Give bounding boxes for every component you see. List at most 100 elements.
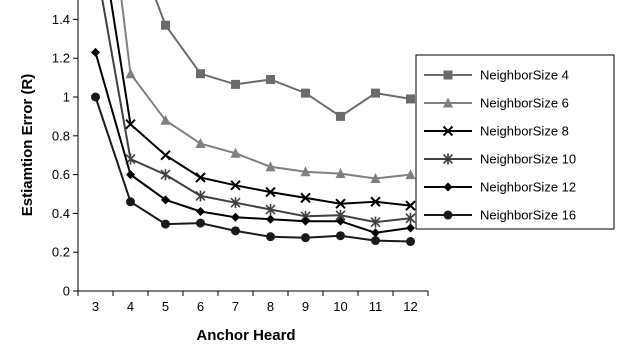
legend-label: NeighborSize 6 [480, 96, 569, 111]
data-point [91, 47, 100, 57]
data-point [406, 223, 415, 233]
data-point [125, 68, 136, 79]
data-point [161, 20, 170, 30]
data-point [336, 111, 345, 121]
data-point [196, 218, 205, 228]
data-point [125, 118, 136, 130]
x-tick-label: 5 [162, 299, 169, 314]
data-point [406, 94, 415, 104]
data-point [196, 206, 205, 216]
legend-label: NeighborSize 12 [480, 180, 576, 195]
data-point [196, 69, 205, 79]
data-point [301, 216, 310, 226]
legend-item: NeighborSize 8 [424, 124, 569, 139]
data-point [91, 92, 100, 102]
data-point [300, 192, 311, 204]
y-tick-label: 0.2 [52, 245, 70, 260]
data-point [405, 169, 416, 180]
data-point [161, 195, 170, 205]
data-point [370, 196, 381, 207]
data-point [160, 149, 171, 161]
data-point [266, 75, 275, 85]
x-tick-label: 4 [127, 299, 134, 314]
data-point [266, 232, 275, 242]
legend-item: NeighborSize 4 [424, 68, 569, 83]
y-tick-label: 0.4 [52, 206, 70, 221]
data-point [405, 212, 416, 224]
series-layer [91, 0, 416, 247]
x-tick-label: 3 [92, 299, 99, 314]
data-point [335, 198, 346, 209]
data-point [300, 166, 311, 177]
data-point [301, 88, 310, 98]
data-point [370, 216, 381, 228]
legend-label: NeighborSize 10 [480, 152, 576, 167]
data-point [231, 226, 240, 236]
data-point [406, 237, 415, 247]
series-3 [109, 0, 416, 211]
data-point [160, 169, 171, 181]
data-point [126, 170, 135, 180]
legend-label: NeighborSize 8 [480, 124, 569, 139]
legend-label: NeighborSize 4 [480, 68, 569, 83]
series-line [94, 52, 411, 234]
series-line [101, 0, 411, 224]
data-point [230, 197, 241, 209]
data-point [195, 172, 206, 183]
legend-item: NeighborSize 10 [424, 152, 576, 167]
legend-item: NeighborSize 6 [424, 96, 569, 111]
x-tick-label: 9 [302, 299, 309, 314]
y-tick-label: 0 [63, 284, 70, 299]
data-point [126, 197, 135, 207]
legend-label: NeighborSize 16 [480, 208, 576, 223]
data-point [336, 231, 345, 241]
data-point [371, 88, 380, 98]
series-6 [91, 92, 415, 247]
series-line [109, 0, 411, 207]
data-point [265, 204, 276, 216]
x-tick-label: 8 [267, 299, 274, 314]
data-point [195, 190, 206, 202]
data-point [195, 138, 206, 149]
x-tick-label: 12 [403, 299, 417, 314]
data-point [371, 236, 380, 246]
series-line [120, 0, 411, 180]
series-5 [91, 47, 415, 238]
data-point [370, 172, 381, 183]
legend: NeighborSize 4 NeighborSize 6 NeighborSize… [415, 54, 615, 230]
legend-marker [442, 125, 454, 137]
x-tick-label: 6 [197, 299, 204, 314]
legend-marker [443, 210, 453, 220]
legend-marker [443, 97, 453, 108]
axes: 0 0.2 0.4 0.6 0.8 1 1.2 1.4 3 4 5 6 7 8 9 10 11 12 [52, 0, 429, 314]
data-point [265, 161, 276, 172]
data-point [335, 168, 346, 179]
series-2 [120, 0, 416, 183]
y-tick-label: 1.4 [52, 12, 70, 27]
y-axis-title: Estiamtion Error (R) [19, 74, 36, 217]
data-point [160, 114, 171, 125]
legend-item: NeighborSize 12 [424, 180, 576, 195]
x-tick-label: 10 [333, 299, 347, 314]
data-point [231, 212, 240, 222]
series-line [154, 0, 411, 118]
legend-box [415, 54, 615, 230]
data-point [230, 180, 241, 191]
data-point [336, 216, 345, 226]
data-point [371, 228, 380, 238]
data-point [405, 200, 416, 211]
legend-marker [442, 153, 454, 165]
y-tick-label: 0.6 [52, 167, 70, 182]
series-4 [101, 0, 416, 228]
data-point [230, 147, 241, 158]
x-tick-label: 7 [232, 299, 239, 314]
x-tick-label: 11 [369, 299, 383, 314]
data-point [266, 214, 275, 224]
y-tick-label: 0.8 [52, 128, 70, 143]
legend-item: NeighborSize 16 [424, 208, 576, 223]
series-line [94, 96, 411, 243]
y-tick-label: 1.2 [52, 51, 70, 66]
series-1 [154, 0, 415, 121]
x-axis-title: Anchor Heard [196, 327, 295, 344]
data-point [265, 186, 276, 198]
